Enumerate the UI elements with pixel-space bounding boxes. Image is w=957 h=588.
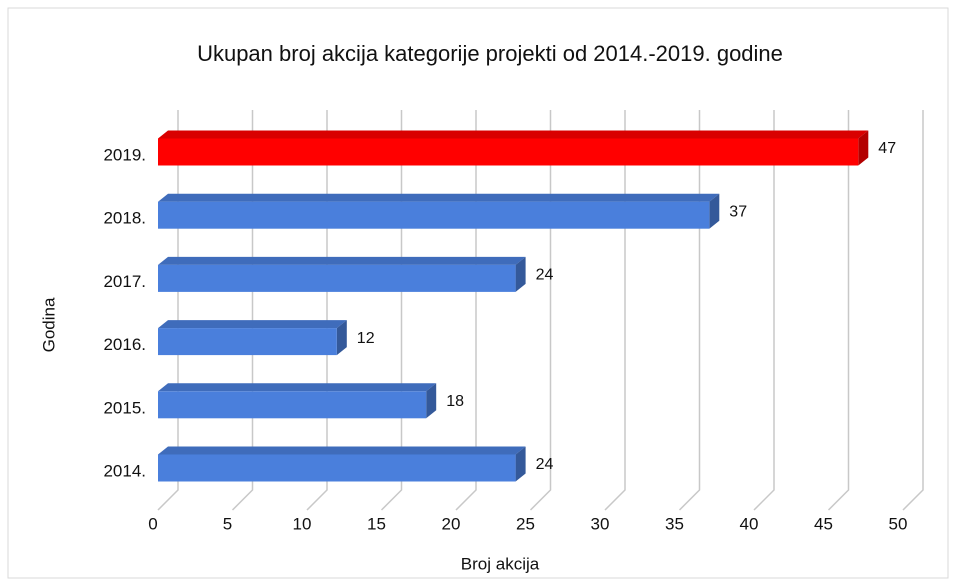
x-tick-label: 10 (293, 514, 312, 533)
y-tick-label: 2019. (103, 145, 146, 164)
bar-side (709, 193, 720, 229)
grid-line (678, 110, 701, 511)
data-label: 47 (878, 140, 896, 157)
bar-side (336, 320, 347, 356)
grid-line (380, 110, 403, 511)
x-tick-label: 25 (516, 514, 535, 533)
x-tick-label: 0 (148, 514, 157, 533)
bar-top (158, 320, 347, 329)
grid-line (902, 110, 924, 511)
bar (158, 264, 516, 292)
x-tick-label: 45 (814, 514, 833, 533)
y-tick-label: 2016. (103, 335, 146, 354)
grid-line (753, 110, 775, 511)
bar-top (158, 383, 437, 392)
bar (158, 138, 859, 166)
y-tick-label: 2014. (103, 461, 146, 480)
y-axis-label: Godina (39, 297, 58, 352)
x-tick-label: 50 (889, 514, 908, 533)
x-tick-label: 35 (665, 514, 684, 533)
grid-line (157, 110, 179, 511)
chart-title: Ukupan broj akcija kategorije projekti o… (197, 41, 783, 66)
bar (158, 454, 516, 482)
bar-side (515, 446, 526, 482)
y-tick-label: 2017. (103, 272, 146, 291)
grid-line (604, 110, 626, 511)
data-label: 37 (729, 203, 747, 220)
grid-line (529, 110, 552, 511)
bar-top (158, 193, 720, 202)
bar (158, 391, 427, 419)
grid-line (455, 110, 477, 511)
data-label: 24 (536, 267, 554, 284)
y-tick-label: 2015. (103, 398, 146, 417)
bar (158, 328, 337, 356)
bar-top (158, 130, 869, 139)
grid-line (306, 110, 328, 511)
data-label: 18 (446, 393, 464, 410)
bar-side (858, 130, 869, 166)
x-tick-label: 40 (740, 514, 759, 533)
x-tick-label: 15 (367, 514, 386, 533)
grid-line (231, 110, 254, 511)
grid-line (827, 110, 850, 511)
bar-side (426, 383, 437, 419)
y-tick-label: 2018. (103, 209, 146, 228)
x-axis-label: Broj akcija (461, 554, 540, 573)
x-tick-label: 20 (442, 514, 461, 533)
x-tick-label: 30 (591, 514, 610, 533)
chart-border (7, 7, 949, 579)
data-label: 24 (536, 456, 554, 473)
data-label: 12 (357, 330, 375, 347)
x-tick-label: 5 (223, 514, 232, 533)
bar (158, 201, 710, 229)
bar-side (515, 256, 526, 292)
bar-top (158, 256, 526, 265)
bar-top (158, 446, 526, 455)
